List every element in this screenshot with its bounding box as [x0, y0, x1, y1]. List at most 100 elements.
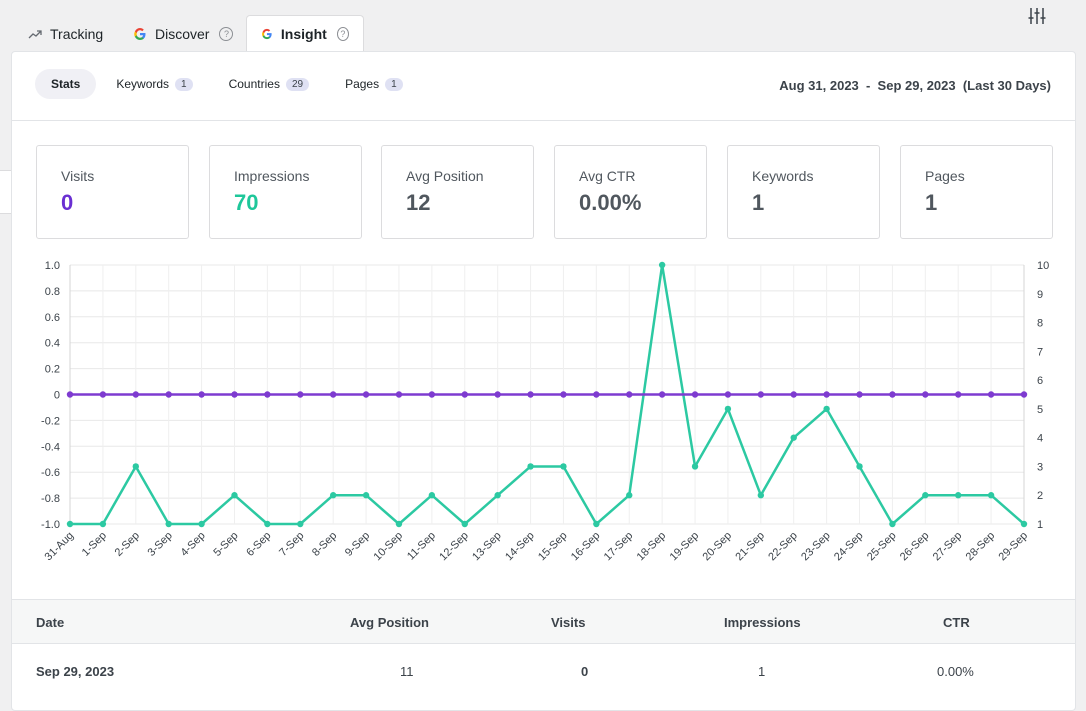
y-tick-label-left: -0.4 [41, 441, 60, 453]
y-tick-label-left: 0.8 [45, 286, 60, 298]
subtab-label: Pages [345, 77, 380, 91]
stat-card-impressions: Impressions 70 [209, 145, 362, 239]
stat-value: 12 [406, 190, 431, 215]
y-tick-label-right: 6 [1037, 375, 1043, 387]
x-tick-label: 3-Sep [146, 530, 175, 559]
stat-label: Impressions [234, 168, 310, 184]
table-header: Date Avg Position Visits Impressions CTR [12, 599, 1075, 644]
x-tick-label: 16-Sep [569, 530, 603, 564]
data-point [198, 391, 205, 398]
google-icon [134, 27, 146, 40]
count-badge: 1 [175, 77, 193, 91]
data-point [231, 492, 238, 499]
series-line [70, 263, 1025, 526]
x-tick-label: 6-Sep [244, 530, 273, 559]
data-point [1020, 520, 1028, 528]
stat-label: Visits [61, 168, 95, 184]
x-tick-label: 8-Sep [310, 530, 339, 559]
x-tick-label: 7-Sep [277, 530, 306, 559]
data-point [264, 520, 271, 528]
data-point [823, 391, 830, 398]
data-point [757, 391, 765, 398]
x-tick-label: 24-Sep [832, 530, 866, 564]
stat-card-avg-position: Avg Position 12 [381, 145, 534, 239]
x-tick-label: 13-Sep [470, 530, 504, 564]
data-point [132, 463, 139, 470]
data-point [461, 520, 468, 528]
y-tick-label-left: 0.4 [45, 338, 60, 350]
tab-label: Tracking [50, 25, 104, 42]
y-tick-label-left: 0.6 [45, 312, 60, 324]
x-tick-label: 21-Sep [733, 530, 767, 564]
tab-insight[interactable]: Insight ? [246, 15, 364, 51]
data-point [593, 391, 600, 398]
column-header-visits[interactable]: Visits [551, 615, 586, 630]
y-tick-label-left: -0.8 [41, 493, 60, 505]
data-point [494, 391, 501, 398]
subtab-label: Keywords [116, 77, 170, 91]
left-strip [0, 170, 11, 214]
stat-label: Avg Position [406, 168, 484, 184]
y-tick-label-right: 9 [1037, 289, 1043, 301]
data-point [428, 391, 436, 398]
help-icon[interactable]: ? [219, 26, 234, 41]
data-point [231, 391, 238, 398]
data-point [922, 492, 929, 499]
data-point [724, 391, 732, 398]
stat-card-keywords: Keywords 1 [727, 145, 880, 239]
x-tick-label: 14-Sep [503, 530, 537, 564]
x-tick-label: 19-Sep [668, 530, 702, 564]
data-point [297, 520, 304, 528]
subtab-pages[interactable]: Pages 1 [329, 69, 419, 99]
data-point [395, 520, 403, 528]
column-header-date[interactable]: Date [36, 615, 65, 630]
x-tick-label: 29-Sep [997, 530, 1031, 564]
x-tick-label: 25-Sep [865, 530, 899, 564]
y-tick-label-right: 1 [1037, 519, 1043, 531]
data-point [987, 391, 995, 398]
y-tick-label-right: 7 [1037, 346, 1043, 358]
y-tick-label-left: -1.0 [41, 519, 60, 531]
cell-visits: 0 [581, 664, 589, 679]
data-point [889, 520, 896, 528]
data-point [494, 492, 501, 499]
stats-line-chart: 1.0 0.8 0.6 0.4 0.2 0 -0.2 -0.4 -0.6 -0.8 -1.0 10 9 8… [41, 260, 1049, 564]
stat-label: Avg CTR [579, 168, 636, 184]
y-tick-label-right: 10 [1037, 260, 1049, 272]
data-point [428, 492, 436, 499]
stat-label: Keywords [752, 168, 814, 184]
subtab-stats[interactable]: Stats [35, 69, 97, 99]
column-header-avg-position[interactable]: Avg Position [350, 615, 429, 630]
data-point [823, 405, 830, 413]
data-point [66, 520, 74, 528]
x-tick-label: 11-Sep [405, 530, 438, 563]
data-point [362, 391, 370, 398]
y-tick-label-left: 1.0 [45, 260, 60, 272]
data-point [66, 391, 74, 398]
data-point [99, 520, 107, 528]
x-tick-label: 1-Sep [80, 530, 109, 559]
stat-card-pages: Pages 1 [900, 145, 1053, 239]
date-range[interactable]: Aug 31, 2023 - Sep 29, 2023 (Last 30 Day… [779, 78, 1051, 93]
subtab-label: Stats [51, 77, 81, 91]
count-badge: 1 [385, 77, 403, 91]
x-tick-label: 20-Sep [700, 530, 734, 564]
settings-sliders-icon[interactable] [1027, 6, 1047, 26]
data-point [593, 520, 600, 528]
column-header-impressions[interactable]: Impressions [724, 615, 801, 630]
data-point [626, 391, 633, 398]
help-icon[interactable]: ? [336, 26, 349, 41]
divider [12, 120, 1075, 121]
stat-label: Pages [925, 168, 965, 184]
x-tick-label: 23-Sep [799, 530, 833, 564]
subtab-keywords[interactable]: Keywords 1 [100, 69, 208, 99]
tab-discover[interactable]: Discover ? [133, 16, 234, 51]
tab-tracking[interactable]: Tracking [28, 16, 103, 51]
data-point [626, 492, 633, 499]
subtab-countries[interactable]: Countries 29 [213, 69, 325, 99]
google-icon [262, 28, 272, 39]
stat-card-visits: Visits 0 [36, 145, 189, 239]
column-header-ctr[interactable]: CTR [943, 615, 970, 630]
data-point [955, 492, 962, 499]
data-point [264, 391, 271, 398]
